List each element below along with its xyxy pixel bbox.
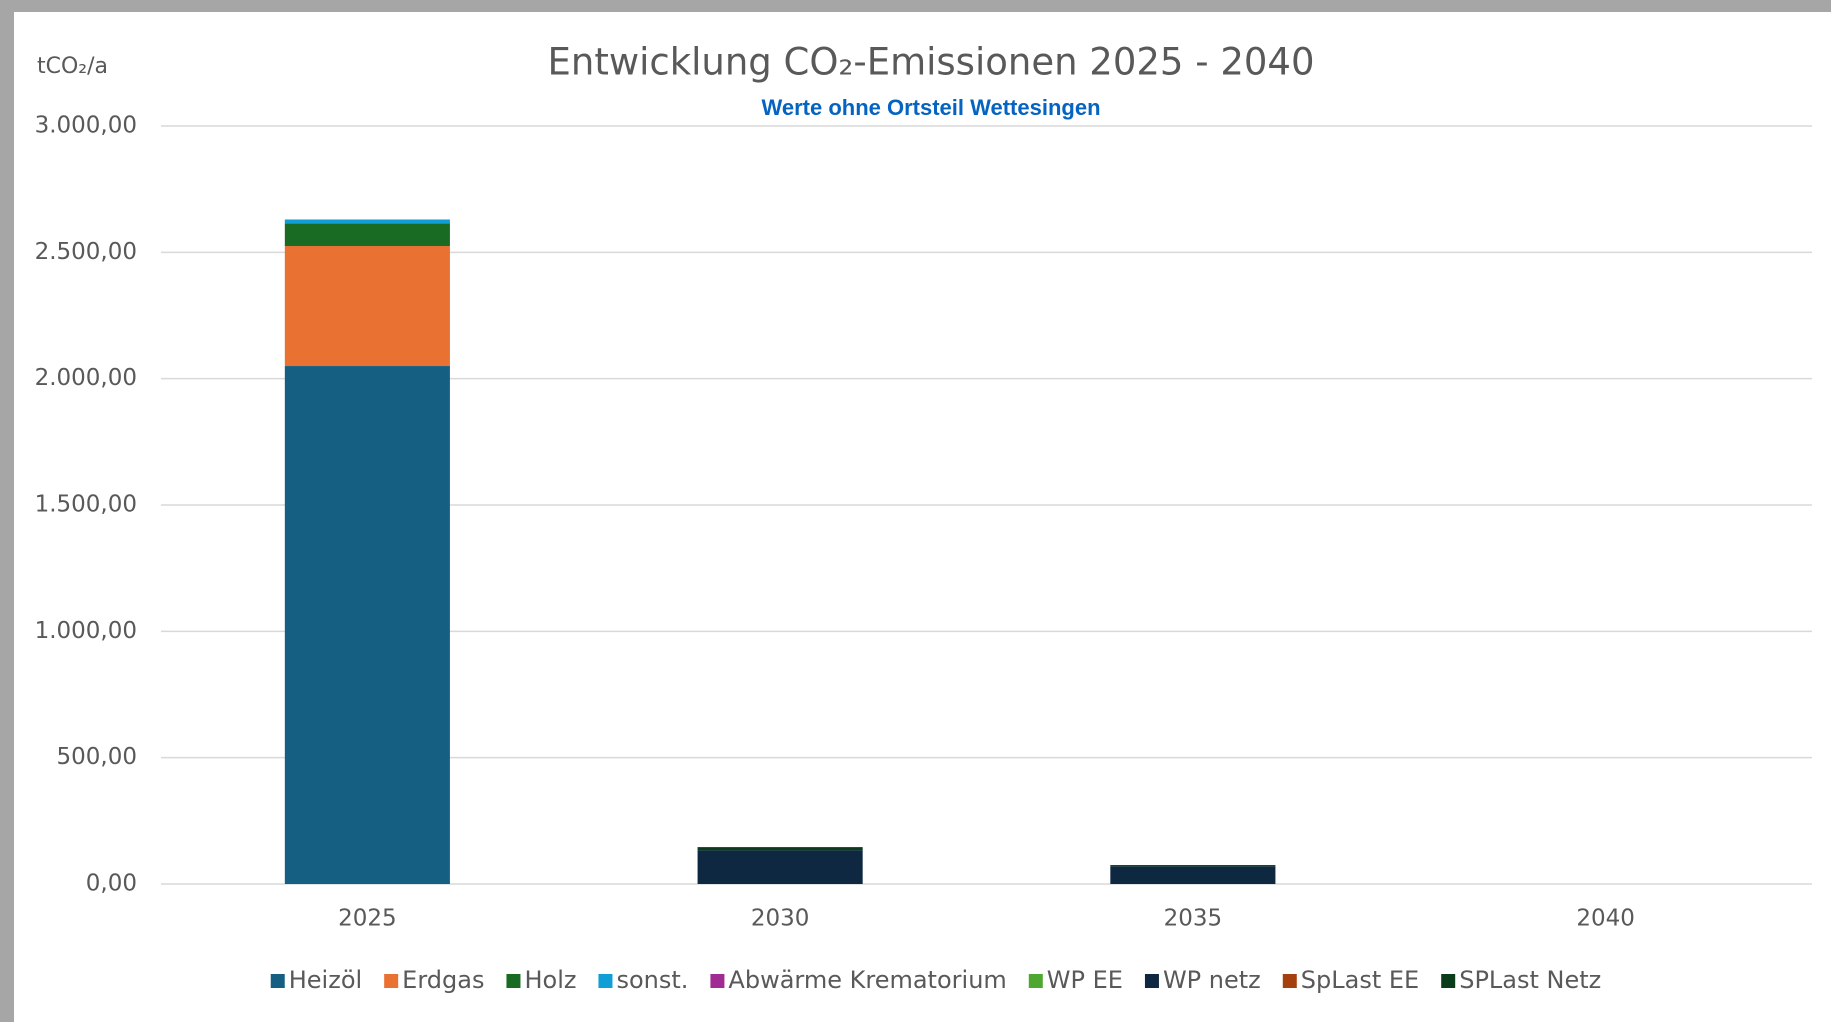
- legend-label: Abwärme Krematorium: [728, 966, 1006, 994]
- x-tick-label: 2025: [338, 906, 397, 932]
- y-tick-label: 2.000,00: [35, 365, 137, 391]
- legend-label: sonst.: [616, 966, 688, 994]
- bar-segment: [284, 246, 450, 367]
- bar-segment: [697, 850, 863, 884]
- y-axis-label: tCO₂/a: [37, 54, 108, 79]
- bar-segment: [1110, 865, 1276, 867]
- chart-title: Entwicklung CO₂-Emissionen 2025 - 2040: [547, 41, 1314, 84]
- x-tick-label: 2040: [1576, 906, 1635, 932]
- x-tick-label: 2030: [751, 906, 810, 932]
- legend-swatch: [270, 974, 285, 988]
- y-tick-label: 0,00: [86, 871, 137, 897]
- y-tick-label: 500,00: [57, 744, 137, 770]
- legend-swatch: [598, 974, 613, 988]
- legend-label: Erdgas: [402, 966, 484, 994]
- legend-label: SPLast Netz: [1459, 966, 1601, 994]
- y-tick-label: 3.000,00: [35, 113, 137, 139]
- legend-swatch: [710, 974, 725, 988]
- legend-swatch: [506, 974, 521, 988]
- legend-label: Heizöl: [289, 966, 362, 994]
- legend-label: Holz: [524, 966, 576, 994]
- chart-subtitle: Werte ohne Ortsteil Wettesingen: [761, 95, 1100, 120]
- legend-swatch: [1144, 974, 1159, 988]
- bar-segment: [697, 847, 863, 851]
- x-tick-label: 2035: [1164, 906, 1223, 932]
- legend-label: SpLast EE: [1301, 966, 1419, 994]
- bar-segment: [1110, 866, 1276, 884]
- y-tick-label: 2.500,00: [35, 239, 137, 265]
- legend-label: WP EE: [1047, 966, 1123, 994]
- bar-segment: [284, 219, 450, 224]
- legend-label: WP netz: [1163, 966, 1261, 994]
- legend-swatch: [384, 974, 399, 988]
- legend-swatch: [1441, 974, 1456, 988]
- bar-segment: [284, 223, 450, 247]
- bar-segment: [284, 366, 450, 884]
- y-tick-label: 1.000,00: [35, 618, 137, 644]
- y-tick-label: 1.500,00: [35, 492, 137, 518]
- legend-swatch: [1028, 974, 1043, 988]
- legend-swatch: [1282, 974, 1297, 988]
